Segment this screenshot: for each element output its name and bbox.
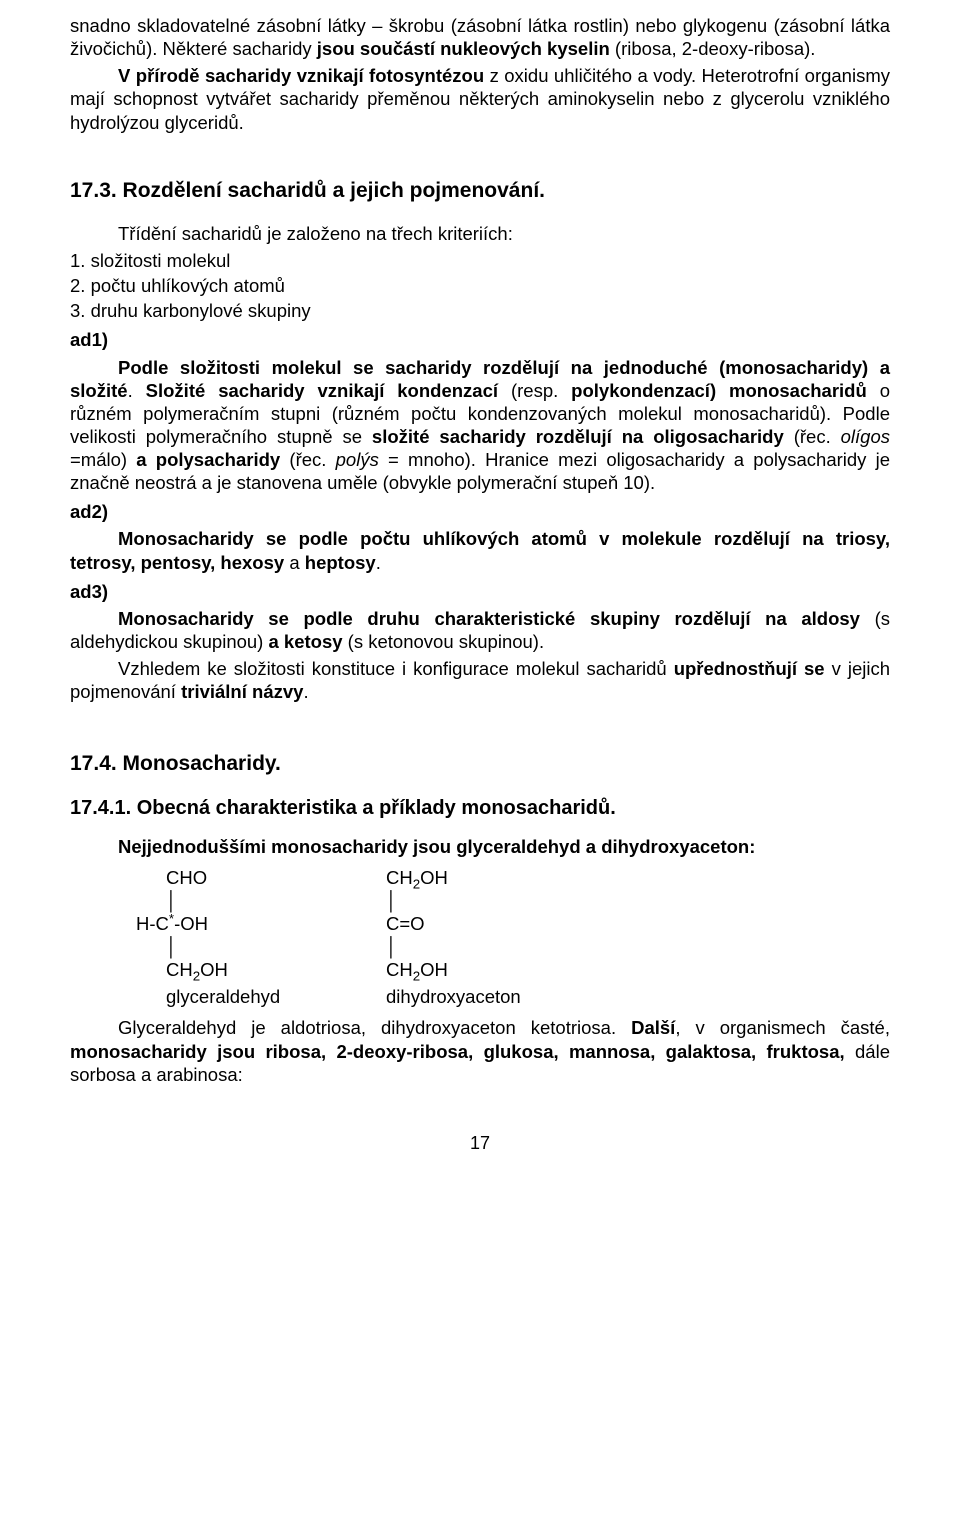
mol-glyceraldehyde-top: CHO [166,866,386,889]
mol-spacer [70,912,136,935]
ad2-para: Monosacharidy se podle počtu uhlíkových … [70,527,890,573]
mol-bond: │ [386,935,646,958]
hc: H-C [136,913,169,934]
mol-row: CH2OH CH2OH [70,958,890,981]
intro-para-2: V přírodě sacharidy vznikají fotosyntézo… [70,64,890,133]
text-bold: Další [631,1017,675,1038]
text-bold: triviální názvy [181,681,303,702]
mol-name-row: glyceraldehyd dihydroxyaceton [70,985,890,1008]
text: Glyceraldehyd je aldotriosa, dihydroxyac… [118,1017,631,1038]
text: , v organismech časté, [675,1017,890,1038]
ad1-para: Podle složitosti molekul se sacharidy ro… [70,356,890,495]
mol-bond: │ [386,889,646,912]
oh: OH [420,867,448,888]
mol-glyceraldehyde-mid: H-C*-OH [136,912,386,935]
ad3-para: Monosacharidy se podle druhu charakteris… [70,607,890,653]
bar: │ [386,936,398,957]
text: Vzhledem ke složitosti konstituce i konf… [118,658,674,679]
mol-bond: │ [166,889,386,912]
mol-dihydroxyacetone-top: CH2OH [386,866,646,889]
heading-17-3: 17.3. Rozdělení sacharidů a jejich pojme… [70,178,890,204]
ad2-label: ad2) [70,500,890,523]
text-bold: polykondenzací) monosacharidů [571,380,867,401]
text: (řec. [784,426,841,447]
conclusion-para: Vzhledem ke složitosti konstituce i konf… [70,657,890,703]
mol-name-dihydroxyacetone: dihydroxyaceton [386,985,646,1008]
mol-glyceraldehyde-bot: CH2OH [166,958,386,981]
bar: │ [166,936,178,957]
heading-17-4: 17.4. Monosacharidy. [70,751,890,777]
text-italic: olígos [841,426,890,447]
text: (s ketonovou skupinou). [343,631,545,652]
ad1-label: ad1) [70,328,890,351]
oh: OH [420,959,448,980]
intro-para-1: snadno skladovatelné zásobní látky – škr… [70,14,890,60]
mol-spacer [70,935,166,958]
text-bold: Monosacharidy se podle počtu uhlíkových … [70,528,890,572]
mol-row: H-C*-OH C=O [70,912,890,935]
mol-spacer [70,985,166,1008]
bar: │ [166,890,178,911]
mol-spacer [70,866,166,889]
mol-dihydroxyacetone-mid: C=O [386,912,646,935]
oh2: -OH [174,913,208,934]
text-bold: upřednostňují se [674,658,825,679]
page: snadno skladovatelné zásobní látky – škr… [0,0,960,1184]
mol-row: CHO CH2OH [70,866,890,889]
text: . [303,681,308,702]
mol-dihydroxyacetone-bot: CH2OH [386,958,646,981]
mol-row: │ │ [70,935,890,958]
ch2: CH [386,959,413,980]
simplest-line: Nejjednoduššími monosacharidy jsou glyce… [70,835,890,858]
text-italic: polýs [336,449,379,470]
mol-spacer [70,889,166,912]
heading-17-4-1: 17.4.1. Obecná charakteristika a příklad… [70,796,890,821]
text-bold: V přírodě sacharidy vznikají fotosyntézo… [118,65,484,86]
text: (resp. [498,380,571,401]
criteria-item-3: 3. druhu karbonylové skupiny [70,299,890,322]
text-bold: jsou součástí nukleových kyselin [317,38,610,59]
page-number: 17 [70,1132,890,1155]
mol-spacer [70,958,166,981]
text-bold: Monosacharidy se podle druhu charakteris… [118,608,860,629]
text: a [284,552,305,573]
text: . [128,380,146,401]
criteria-intro: Třídění sacharidů je založeno na třech k… [70,222,890,245]
ad3-label: ad3) [70,580,890,603]
bar: │ [386,890,398,911]
text-bold: a polysacharidy [136,449,280,470]
mol-name-glyceraldehyde: glyceraldehyd [166,985,386,1008]
mol-row: │ │ [70,889,890,912]
cho: CHO [166,867,207,888]
text-bold: a ketosy [269,631,343,652]
text-bold: monosacharidy jsou ribosa, 2-deoxy-ribos… [70,1041,845,1062]
criteria-item-1: 1. složitosti molekul [70,249,890,272]
ceqo: C=O [386,913,425,934]
ch2: CH [166,959,193,980]
text: =málo) [70,449,136,470]
text-bold: Složité sacharidy vznikají kondenzací [146,380,498,401]
mol-bond: │ [166,935,386,958]
text: (řec. [280,449,335,470]
text-bold: složité sacharidy rozdělují na oligosach… [372,426,784,447]
ch2: CH [386,867,413,888]
molecule-structures: CHO CH2OH │ │ H-C*-OH C=O │ │ CH2OH CH2O… [70,866,890,1009]
text: (ribosa, 2-deoxy-ribosa). [610,38,816,59]
text: . [376,552,381,573]
criteria-item-2: 2. počtu uhlíkových atomů [70,274,890,297]
text-bold: heptosy [305,552,376,573]
last-para: Glyceraldehyd je aldotriosa, dihydroxyac… [70,1016,890,1085]
oh: OH [200,959,228,980]
